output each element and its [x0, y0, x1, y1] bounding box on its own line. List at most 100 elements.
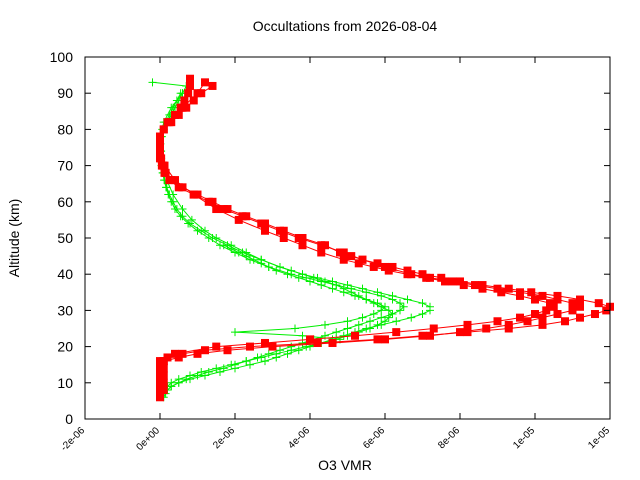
data-point	[332, 281, 341, 290]
data-point	[171, 349, 179, 358]
x-tick-label: 6e-06	[361, 425, 387, 451]
data-point	[546, 299, 554, 308]
data-point	[553, 295, 562, 304]
data-point	[186, 81, 194, 90]
profile-line	[159, 92, 394, 391]
data-point	[396, 299, 404, 308]
data-point	[441, 277, 449, 286]
data-point	[246, 342, 254, 351]
y-tick-label: 70	[57, 158, 73, 174]
data-point	[212, 364, 221, 373]
data-point	[261, 338, 269, 347]
x-tick-label: 1e-05	[511, 425, 537, 451]
data-point	[407, 313, 416, 322]
data-point	[204, 367, 213, 376]
y-tick-label: 20	[57, 339, 73, 355]
data-point	[176, 212, 185, 221]
data-point	[538, 320, 547, 329]
data-point	[309, 273, 318, 282]
data-point	[561, 317, 569, 326]
data-point	[294, 346, 303, 355]
data-point	[208, 81, 217, 90]
data-point	[504, 320, 513, 329]
plot-data	[148, 74, 614, 402]
data-point	[343, 317, 352, 326]
data-point	[392, 328, 401, 337]
data-point	[373, 335, 382, 344]
data-point	[366, 324, 374, 333]
data-point	[538, 291, 547, 300]
data-point	[339, 255, 348, 264]
data-point	[527, 288, 536, 297]
data-point	[317, 248, 326, 257]
data-point	[184, 219, 193, 228]
data-point	[159, 378, 168, 387]
data-point	[478, 284, 487, 293]
data-point	[193, 349, 202, 358]
data-point	[373, 299, 382, 308]
data-point	[283, 270, 292, 279]
data-point	[249, 255, 258, 264]
data-point	[471, 281, 479, 290]
data-point	[186, 74, 194, 83]
data-point	[165, 176, 174, 185]
data-point	[418, 310, 427, 319]
data-point	[272, 349, 281, 358]
data-point	[189, 96, 198, 105]
data-point	[377, 313, 386, 322]
data-point	[298, 270, 307, 279]
data-point	[576, 295, 584, 304]
data-point	[272, 266, 281, 275]
data-point	[426, 302, 434, 311]
data-point	[234, 248, 243, 257]
data-point	[227, 244, 236, 253]
data-point	[516, 291, 524, 300]
data-point	[242, 357, 251, 366]
data-point	[167, 197, 176, 206]
data-point	[362, 288, 371, 297]
data-point	[347, 252, 356, 261]
data-point	[257, 219, 266, 228]
data-point	[276, 262, 284, 271]
data-point	[354, 320, 363, 329]
data-point	[594, 299, 603, 308]
data-point	[542, 306, 551, 315]
data-point	[381, 302, 389, 311]
data-point	[167, 378, 176, 387]
data-point	[351, 331, 359, 340]
data-point	[388, 295, 397, 304]
data-point	[591, 310, 599, 319]
data-point	[429, 324, 438, 333]
data-point	[174, 110, 183, 119]
data-point	[531, 310, 539, 319]
data-point	[212, 342, 221, 351]
data-point	[294, 273, 303, 282]
data-point	[193, 89, 202, 98]
data-point	[354, 259, 363, 268]
data-point	[257, 259, 266, 268]
data-point	[219, 364, 228, 373]
data-point	[212, 205, 221, 214]
profile-line	[159, 85, 582, 394]
data-point	[159, 386, 168, 395]
data-point	[531, 295, 539, 304]
data-point	[291, 324, 299, 333]
data-point	[523, 317, 532, 326]
data-point	[396, 306, 404, 315]
data-point	[306, 277, 314, 286]
data-point	[184, 89, 193, 98]
data-point	[377, 306, 386, 315]
data-point	[171, 176, 179, 185]
data-point	[160, 168, 169, 177]
data-point	[422, 273, 431, 282]
data-point	[362, 295, 371, 304]
data-point	[180, 96, 189, 105]
data-point	[568, 306, 577, 315]
data-point	[159, 357, 168, 366]
data-point	[171, 205, 179, 214]
data-point	[317, 281, 326, 290]
data-point	[242, 252, 251, 261]
data-point	[156, 154, 164, 163]
y-axis-label: Altitude (km)	[6, 199, 22, 278]
data-point	[178, 205, 187, 214]
